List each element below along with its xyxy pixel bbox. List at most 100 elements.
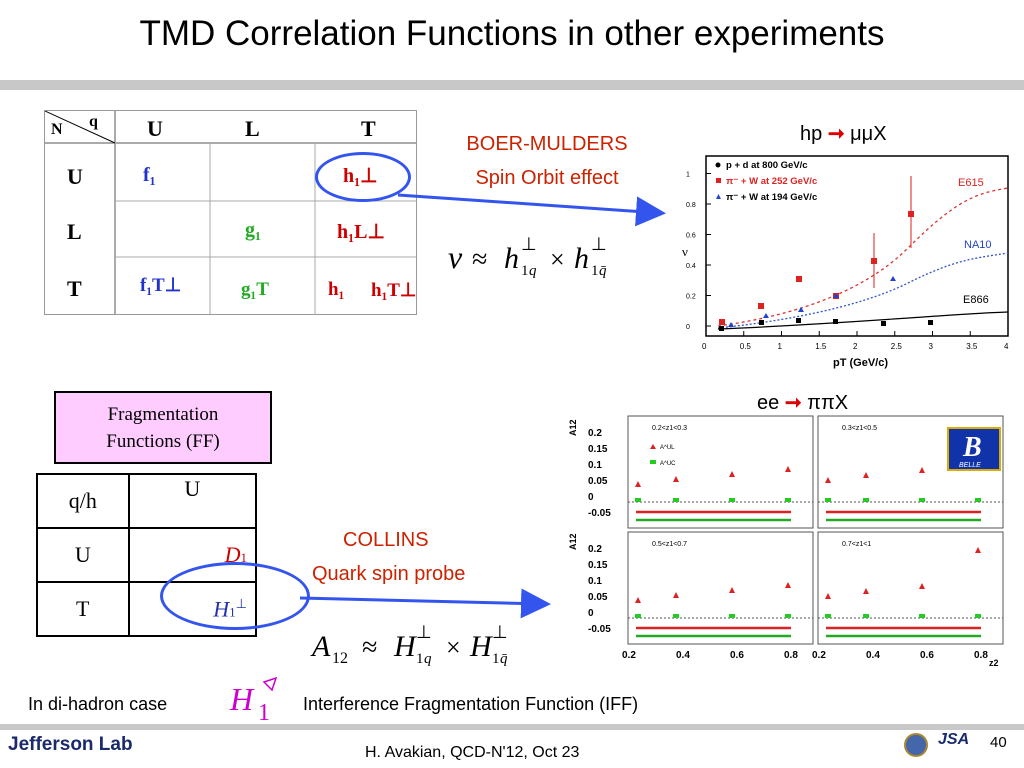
plot-ee-y-tick: 0.05 xyxy=(588,592,608,603)
row-header-u: U xyxy=(67,164,83,189)
svg-text:×: × xyxy=(446,633,461,662)
plot-ee-x-tick: 0.8 xyxy=(974,650,988,661)
plot-hp-y-tick: 0 xyxy=(686,324,690,331)
ff-row-u-label: U xyxy=(36,527,130,583)
ff-header-left: q/h xyxy=(36,473,130,529)
plot-ee-y-tick: 0.2 xyxy=(588,544,602,555)
collins-formula: A 12 ≈ H 1 q ⊥ × H 1 q̄ ⊥ xyxy=(310,622,508,667)
plot-ee-x-tick: 0.6 xyxy=(730,650,744,661)
plot-ee-y-label-top: A12 xyxy=(568,419,578,436)
plot-ee-y-label-bottom: A12 xyxy=(568,533,578,550)
plot-hp-label-suffix: μμX xyxy=(850,123,887,145)
svg-text:H: H xyxy=(229,681,255,717)
red-arrow-icon: ➞ xyxy=(784,392,802,414)
points-na10 xyxy=(728,276,896,327)
entry-f1t: f₁T⊥ xyxy=(140,275,182,296)
svg-text:⊥: ⊥ xyxy=(492,622,508,642)
svg-text:⊥: ⊥ xyxy=(416,622,432,642)
plot-hp-x-tick: 1.5 xyxy=(815,342,827,351)
belle-logo-text: BELLE xyxy=(959,462,981,469)
entry-h1: h₁ xyxy=(328,279,345,300)
svg-text:1: 1 xyxy=(258,700,270,722)
plot-hp-y-tick: 0.8 xyxy=(686,202,696,209)
plot-ee-x-tick: 0.8 xyxy=(784,650,798,661)
curve-e866 xyxy=(717,311,1009,330)
plot-hp-label-prefix: hp xyxy=(800,123,823,145)
plot-hp-y-tick: 1 xyxy=(686,172,690,179)
entry-f1: f₁ xyxy=(143,164,156,186)
ff-box-line2: Functions (FF) xyxy=(106,431,220,452)
collins-line1: COLLINS xyxy=(343,529,429,551)
plot-ee-y-tick: 0.2 xyxy=(588,428,602,439)
plot-ee-legend-1: A^UC xyxy=(660,461,676,467)
entry-h1l: h₁L⊥ xyxy=(337,221,385,243)
dihadron-description: Interference Fragmentation Function (IFF… xyxy=(303,694,639,714)
svg-text:1: 1 xyxy=(521,263,529,279)
svg-text:h: h xyxy=(504,242,519,275)
plot-ee-y-tick: 0 xyxy=(588,608,594,619)
plot-ee-label: ee ➞ ππX xyxy=(757,390,848,415)
plot-ee-panel-label: 0.2<z1<0.3 xyxy=(652,425,687,432)
footer-divider xyxy=(0,724,1024,730)
plot-ee-panel: 0.2<z1<0.3 A^UL A^UC -0.05 0 0.05 0.1 0.15 0.2 xyxy=(588,415,814,529)
doe-seal-icon xyxy=(904,733,928,757)
boer-mulders-line2: Spin Orbit effect xyxy=(475,167,619,189)
dihadron-prefix: In di-hadron case xyxy=(28,694,168,714)
svg-text:1: 1 xyxy=(416,651,424,667)
slide-title: TMD Correlation Functions in other exper… xyxy=(139,14,885,53)
curve-label-e866: E866 xyxy=(963,294,989,306)
collins-arrow xyxy=(299,588,551,619)
plot-ee-y-tick: 0.1 xyxy=(588,576,602,587)
plot-hp-x-tick: 2 xyxy=(853,342,858,351)
ff-box: Fragmentation Functions (FF) xyxy=(54,391,272,464)
plot-hp-legend-0: p + d at 800 GeV/c xyxy=(726,160,808,171)
plot-hp-y-label: ν xyxy=(682,244,688,259)
plot-ee-x-tick: 0.6 xyxy=(920,650,934,661)
plot-hp-y-tick: 0.2 xyxy=(686,294,696,301)
plot-ee-y-tick: 0.15 xyxy=(588,444,608,455)
plot-ee-x-tick: 0.2 xyxy=(812,650,826,661)
plot-hp-x-tick: 0 xyxy=(702,342,707,351)
boer-mulders-arrow xyxy=(397,193,666,227)
curve-label-na10: NA10 xyxy=(964,239,992,251)
plot-hp-y-tick: 0.4 xyxy=(686,263,696,270)
svg-text:H: H xyxy=(469,630,494,663)
ff-row-t-label: T xyxy=(36,581,130,637)
plot-ee-x-tick: 0.4 xyxy=(866,650,880,661)
plot-hp-y-tick: 0.6 xyxy=(686,233,696,240)
svg-text:1: 1 xyxy=(492,651,500,667)
col-header-t: T xyxy=(361,116,376,141)
svg-text:⊥: ⊥ xyxy=(521,234,537,254)
svg-text:⊥: ⊥ xyxy=(591,234,607,254)
collins-line2: Quark spin probe xyxy=(312,563,466,585)
plot-ee-y-tick: -0.05 xyxy=(588,508,611,519)
plot-ee-y-tick: 0.1 xyxy=(588,460,602,471)
plot-hp-legend-2: π⁻ + W at 194 GeV/c xyxy=(726,192,817,203)
ff-header-right: U xyxy=(127,473,258,529)
corner-q: q xyxy=(89,113,98,130)
curve-e615 xyxy=(717,187,1009,327)
plot-hp: 0 0.2 0.4 0.6 0.8 1 0 0.5 1 1.5 2 2.5 3 3.5 4 p + d a… xyxy=(678,148,1018,374)
plot-ee-y-tick: 0.05 xyxy=(588,476,608,487)
svg-text:B: B xyxy=(962,432,982,463)
svg-text:H: H xyxy=(393,630,418,663)
svg-text:q: q xyxy=(529,263,537,279)
boer-mulders-formula: ν ≈ h 1 q ⊥ × h 1 q̄ ⊥ xyxy=(448,234,607,279)
plot-ee-label-prefix: ee xyxy=(757,392,780,414)
errorbars-e615 xyxy=(873,176,912,288)
curve-label-e615: E615 xyxy=(958,177,984,189)
row-header-l: L xyxy=(67,219,82,244)
plot-ee-label-suffix: ππX xyxy=(807,392,849,414)
plot-hp-legend-1: π⁻ + W at 252 GeV/c xyxy=(726,176,817,187)
ff-box-line1: Fragmentation xyxy=(107,404,219,425)
plot-hp-x-label: pT (GeV/c) xyxy=(833,357,888,369)
red-arrow-icon: ➞ xyxy=(827,123,845,145)
col-header-l: L xyxy=(245,116,260,141)
plot-hp-x-ticks: 0 0.5 1 1.5 2 2.5 3 3.5 4 xyxy=(702,331,1009,351)
page-number: 40 xyxy=(990,734,1007,751)
svg-text:q̄: q̄ xyxy=(599,263,607,279)
svg-text:q: q xyxy=(424,651,432,667)
entry-h1t: h₁T⊥ xyxy=(371,280,417,301)
